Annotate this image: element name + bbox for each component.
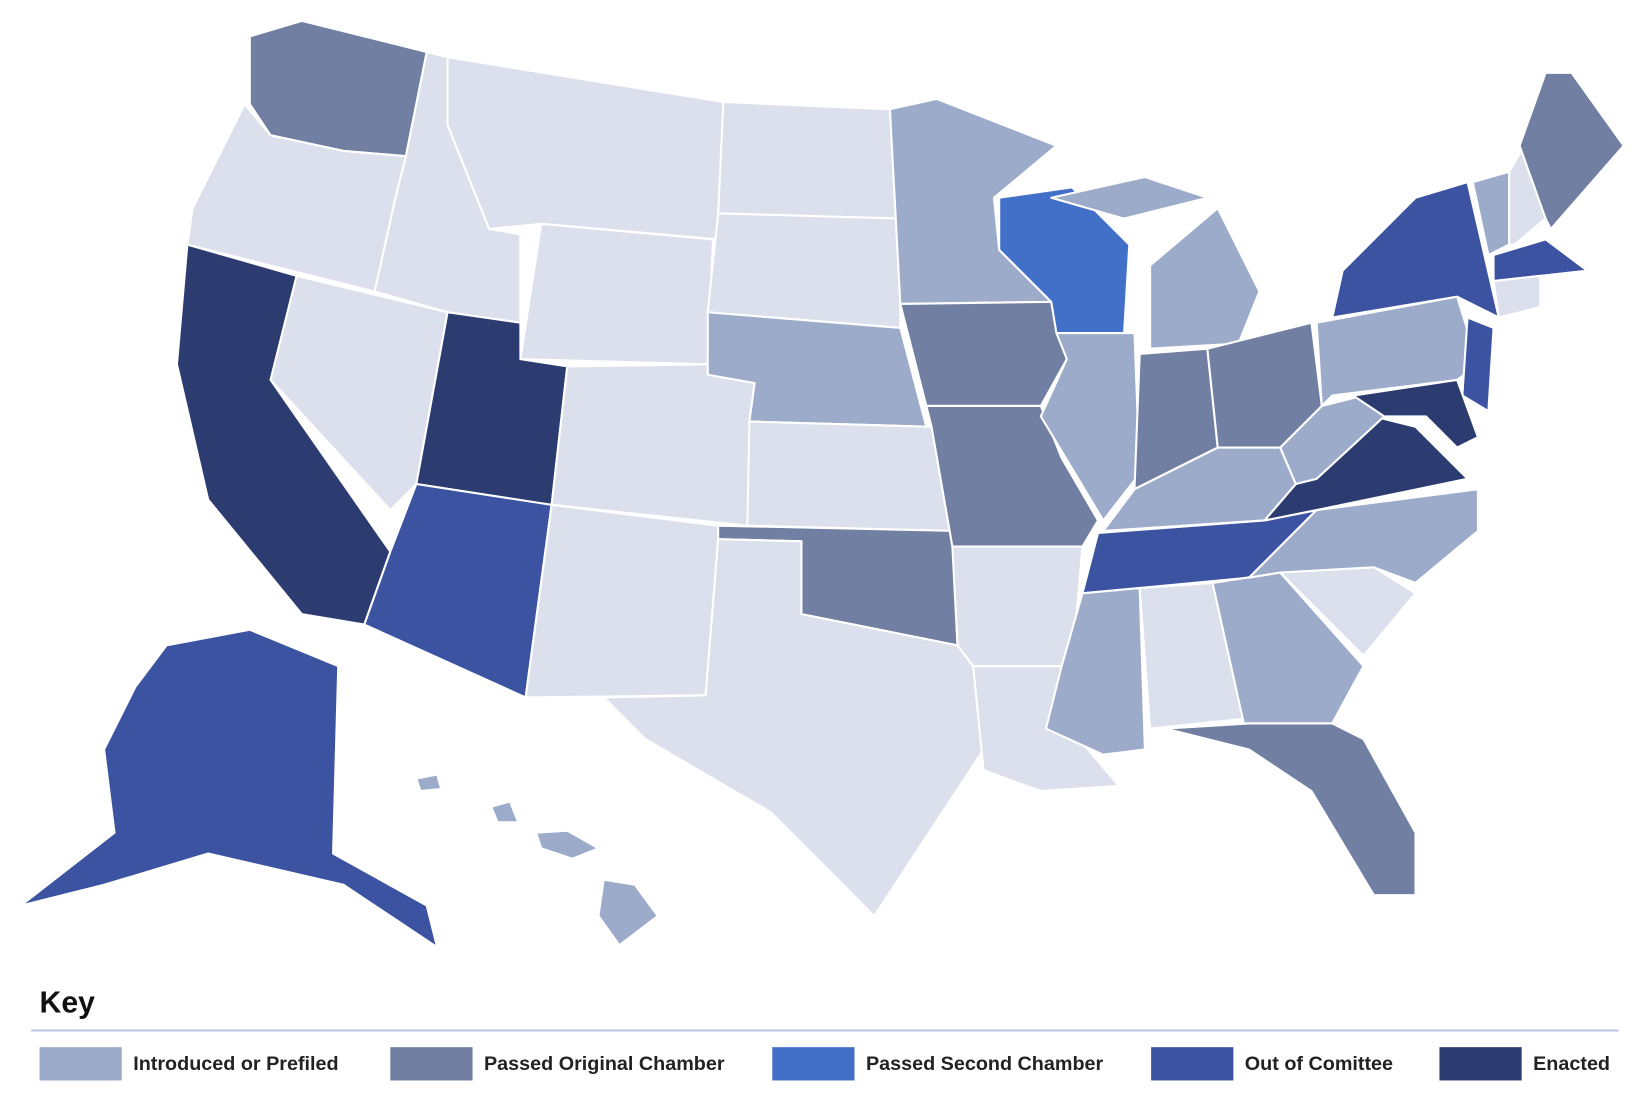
state xyxy=(1518,71,1625,231)
state xyxy=(1492,238,1589,283)
state xyxy=(706,212,902,329)
state xyxy=(446,56,725,241)
state xyxy=(363,482,553,699)
key-title: Key xyxy=(40,986,96,1019)
state xyxy=(534,829,600,860)
state xyxy=(550,363,756,527)
state xyxy=(1164,722,1417,897)
state xyxy=(951,545,1084,668)
key-swatch xyxy=(772,1047,855,1081)
state xyxy=(597,878,659,947)
state xyxy=(519,222,714,366)
states xyxy=(19,19,1625,949)
state xyxy=(524,503,720,699)
state xyxy=(415,773,443,793)
state xyxy=(269,274,449,512)
key-label: Passed Second Chamber xyxy=(866,1053,1104,1075)
state xyxy=(1039,332,1141,522)
state xyxy=(1247,488,1479,584)
state xyxy=(717,100,902,220)
key-swatch xyxy=(39,1047,122,1081)
state xyxy=(1331,181,1500,319)
key-swatch xyxy=(1439,1047,1522,1081)
state xyxy=(1149,207,1261,350)
key-label: Introduced or Prefiled xyxy=(133,1053,338,1075)
state xyxy=(1352,378,1479,449)
key: Introduced or Prefiled Passed Original Ch… xyxy=(39,1047,1610,1081)
state xyxy=(19,628,439,949)
state xyxy=(746,420,954,532)
state xyxy=(1461,316,1495,413)
state xyxy=(1050,175,1209,220)
key-label: Out of Comittee xyxy=(1245,1053,1393,1075)
state xyxy=(602,538,985,918)
state xyxy=(1492,274,1542,319)
key-swatch xyxy=(1151,1047,1234,1081)
key-label: Passed Original Chamber xyxy=(484,1053,725,1075)
key-swatch xyxy=(390,1047,473,1081)
state xyxy=(899,300,1068,407)
key-label: Enacted xyxy=(1533,1053,1610,1075)
state xyxy=(490,800,520,824)
